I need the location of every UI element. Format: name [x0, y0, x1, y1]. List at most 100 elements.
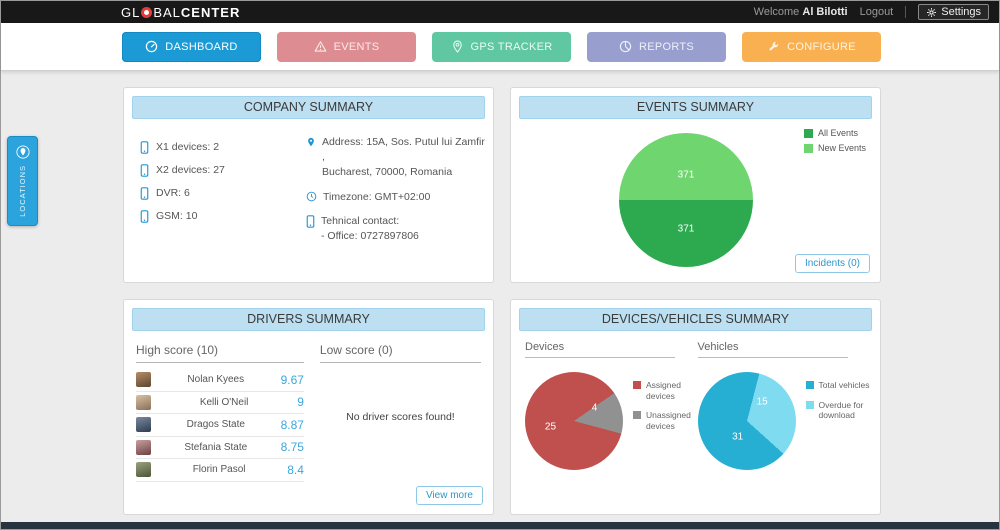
logout-link[interactable]: Logout — [859, 6, 894, 18]
company-summary-title: COMPANY SUMMARY — [132, 96, 485, 119]
tab-gps-tracker[interactable]: GPS TRACKER — [432, 31, 571, 62]
settings-button[interactable]: Settings — [918, 4, 989, 20]
devices-section: Devices 25 4 Assigned devices — [525, 341, 698, 470]
vehicles-section: Vehicles 15 31 Total vehicles — [697, 341, 871, 470]
driver-score: 9.67 — [280, 372, 304, 387]
username: Al Bilotti — [802, 6, 848, 18]
vehicles-legend: Total vehicles Overdue for download — [805, 372, 871, 470]
unassigned-devices-value: 4 — [591, 402, 598, 414]
devices-legend: Assigned devices Unassigned devices — [633, 372, 698, 470]
driver-avatar — [136, 462, 151, 478]
legend-overdue-download: Overdue for download — [805, 399, 871, 421]
main-nav: DASHBOARD EVENTS GPS TRACKER REPORTS CON… — [1, 23, 999, 71]
dashboard-icon — [146, 40, 158, 53]
legend-new-events: New Events — [803, 143, 866, 153]
overdue-vehicles-value: 15 — [756, 396, 768, 408]
legend-swatch — [805, 400, 814, 409]
footer-bar — [1, 522, 999, 529]
device-count-label: DVR: 6 — [156, 186, 190, 199]
drivers-summary-panel: DRIVERS SUMMARY High score (10) Nolan Ky… — [123, 299, 494, 515]
driver-row: Kelli O'Neil 9 — [136, 392, 304, 414]
high-score-column: High score (10) Nolan Kyees 9.67 Kelli O… — [136, 343, 304, 482]
legend-label: Total vehicles — [818, 380, 870, 390]
legend-assigned-devices: Assigned devices — [633, 380, 698, 401]
legend-swatch — [633, 381, 641, 389]
contact-label: Tehnical contact: — [321, 214, 400, 227]
driver-row: Stefania State 8.75 — [136, 437, 304, 459]
total-vehicles-value: 31 — [732, 431, 744, 443]
address-line2: Bucharest, 70000, Romania — [322, 166, 453, 179]
logo-o-icon — [141, 6, 153, 18]
driver-row: Florin Pasol 8.4 — [136, 459, 304, 482]
driver-row: Nolan Kyees 9.67 — [136, 369, 304, 392]
legend-label: Overdue for download — [818, 399, 864, 421]
clock-icon — [306, 191, 317, 201]
low-score-column: Low score (0) No driver scores found! — [319, 343, 481, 482]
events-summary-title: EVENTS SUMMARY — [519, 96, 872, 119]
locations-side-tab[interactable]: LOCATIONS — [7, 136, 38, 226]
tab-dashboard[interactable]: DASHBOARD — [122, 31, 261, 62]
locations-tab-label: LOCATIONS — [18, 165, 27, 217]
device-count-x2: X2 devices: 27 — [140, 158, 302, 181]
legend-label: All Events — [817, 128, 858, 138]
logo-text-left: GL — [121, 4, 141, 20]
mobile-device-icon — [140, 140, 149, 154]
devices-vehicles-title: DEVICES/VEHICLES SUMMARY — [519, 308, 872, 331]
logo-text-right: CENTER — [180, 4, 241, 20]
driver-avatar — [136, 417, 151, 433]
tab-events-label: EVENTS — [333, 40, 380, 53]
new-events-value: 371 — [677, 169, 695, 181]
tab-events[interactable]: EVENTS — [277, 31, 416, 62]
company-contact: Tehnical contact: - Office: 0727897806 — [306, 214, 485, 244]
top-bar: GL BAL CENTER Welcome Al Bilotti Logout Se… — [1, 1, 999, 23]
vehicles-label: Vehicles — [697, 341, 848, 358]
legend-swatch — [803, 144, 813, 153]
high-score-header: High score (10) — [136, 343, 304, 363]
tab-reports[interactable]: REPORTS — [587, 31, 726, 62]
view-more-button[interactable]: View more — [415, 486, 483, 505]
company-address: Address: 15A, Sos. Putul lui Zamfir , Buc… — [306, 135, 485, 181]
company-summary-panel: COMPANY SUMMARY X1 devices: 2 X2 devices… — [123, 87, 494, 283]
events-pie — [619, 133, 753, 267]
tab-configure[interactable]: CONFIGURE — [742, 31, 881, 62]
devices-label: Devices — [525, 341, 675, 358]
events-summary-panel: EVENTS SUMMARY All Events New Events 371… — [510, 87, 881, 283]
map-pin-icon — [452, 40, 462, 53]
driver-name: Florin Pasol — [192, 464, 246, 476]
phone-icon — [306, 215, 315, 228]
legend-label: New Events — [817, 143, 866, 153]
mobile-device-icon — [140, 163, 149, 177]
legend-all-events: All Events — [803, 128, 866, 138]
driver-avatar — [136, 372, 151, 388]
driver-score: 8.75 — [280, 440, 304, 455]
app-logo: GL BAL CENTER — [121, 5, 240, 20]
all-events-value: 371 — [677, 223, 695, 235]
wrench-icon — [769, 41, 779, 51]
address-pin-icon — [308, 137, 314, 147]
legend-label: Unassigned devices — [646, 410, 691, 431]
events-pie-chart: 371 371 — [619, 133, 753, 267]
driver-row: Dragos State 8.87 — [136, 414, 304, 437]
logo-text-mid: BAL — [153, 4, 181, 20]
dashboard-content: COMPANY SUMMARY X1 devices: 2 X2 devices… — [1, 71, 999, 522]
drivers-summary-title: DRIVERS SUMMARY — [132, 308, 485, 331]
events-legend: All Events New Events — [803, 128, 866, 158]
mobile-device-icon — [140, 209, 149, 223]
legend-label: Assigned devices — [646, 380, 681, 401]
driver-name: Dragos State — [186, 419, 245, 431]
legend-swatch — [633, 411, 641, 420]
incidents-button[interactable]: Incidents (0) — [794, 254, 870, 273]
warning-triangle-icon — [314, 41, 326, 52]
driver-score: 8.4 — [287, 462, 304, 477]
contact-office: - Office: 0727897806 — [321, 230, 419, 243]
devices-pie — [525, 372, 623, 470]
tab-reports-label: REPORTS — [638, 40, 695, 53]
pie-chart-icon — [619, 40, 632, 53]
vehicles-pie — [697, 372, 796, 470]
vehicles-pie-chart: 15 31 — [697, 372, 796, 470]
timezone-text: Timezone: GMT+02:00 — [323, 190, 431, 203]
devices-pie-chart: 25 4 — [525, 372, 623, 470]
location-pin-icon — [15, 145, 30, 159]
driver-score: 8.87 — [280, 417, 304, 432]
device-count-label: GSM: 10 — [156, 209, 198, 222]
